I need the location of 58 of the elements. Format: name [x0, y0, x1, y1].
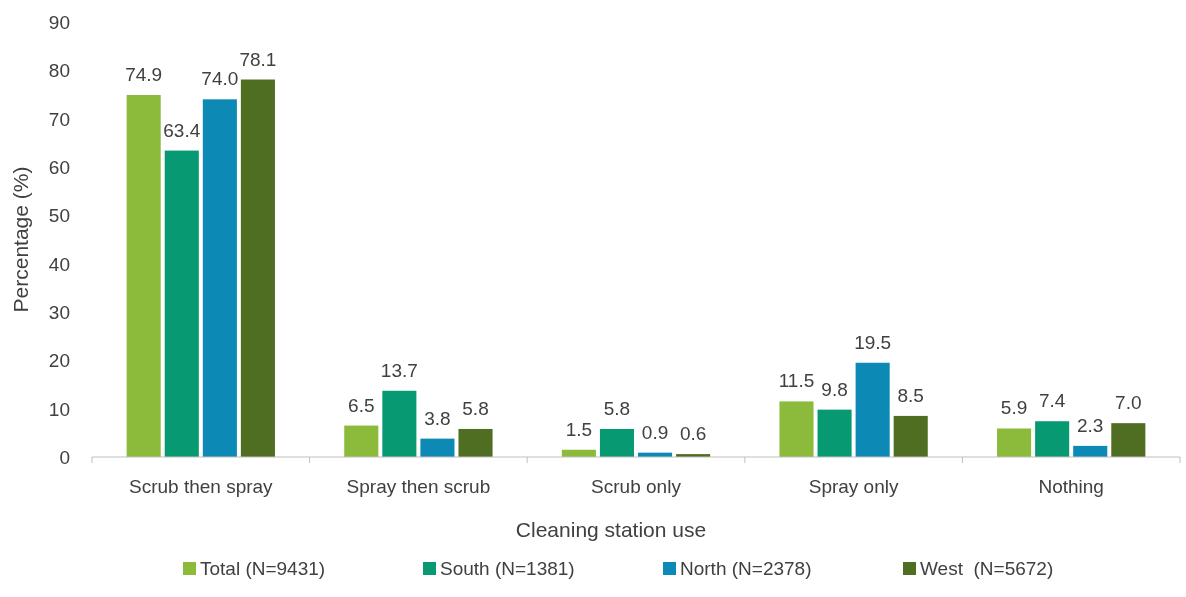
legend-label: West (N=5672) [920, 558, 1054, 579]
data-label: 5.8 [603, 397, 631, 419]
data-label: 5.9 [1000, 397, 1028, 419]
data-label: 7.4 [1038, 390, 1066, 412]
data-label: 8.5 [897, 384, 924, 406]
bar [458, 428, 493, 457]
data-label: 13.7 [380, 359, 418, 381]
bar [1035, 421, 1070, 457]
data-label: 6.5 [348, 394, 375, 416]
y-tick-label: 50 [48, 205, 70, 227]
y-tick-label: 60 [48, 157, 70, 178]
y-tick-label: 30 [48, 302, 70, 323]
y-tick-label: 10 [48, 398, 70, 420]
y-tick-label: 20 [48, 350, 70, 372]
x-axis-title: Cleaning station use [515, 518, 707, 541]
y-tick-label: 90 [48, 12, 70, 33]
data-label: 2.3 [1077, 414, 1104, 436]
y-tick-label: 0 [59, 447, 70, 468]
legend-label: North (N=2378) [680, 558, 812, 579]
x-tick-label: Scrub only [591, 476, 682, 497]
data-label: 9.8 [821, 378, 848, 400]
y-tick-label: 40 [48, 253, 70, 275]
data-label: 11.5 [778, 370, 815, 392]
data-label: 74.9 [125, 63, 163, 85]
bar [164, 150, 199, 457]
x-tick-label: Nothing [1038, 476, 1104, 497]
legend-label: South (N=1381) [440, 558, 575, 579]
data-label: 1.5 [565, 418, 593, 440]
bar [126, 94, 161, 457]
y-tick-label: 70 [48, 108, 70, 130]
data-label: 5.8 [462, 397, 489, 419]
y-tick-label: 80 [48, 60, 70, 82]
data-label: 3.8 [424, 407, 451, 429]
bar [855, 362, 890, 457]
x-tick-label: Scrub then spray [128, 476, 274, 497]
bar [202, 99, 237, 457]
legend-label: Total (N=9431) [200, 558, 326, 579]
bar [420, 438, 455, 457]
y-axis-title: Percentage (%) [9, 166, 32, 313]
bar [1111, 423, 1146, 457]
data-label: 19.5 [854, 331, 892, 353]
bar [240, 79, 275, 457]
data-label: 7.0 [1115, 392, 1142, 414]
bar [997, 428, 1032, 457]
bar [382, 390, 417, 457]
data-label: 78.1 [239, 48, 277, 70]
bar [779, 401, 814, 457]
bar [344, 425, 379, 457]
bar [893, 415, 928, 457]
bar [599, 428, 634, 457]
bar [1073, 445, 1108, 457]
x-tick-label: Spray then scrub [346, 476, 491, 497]
x-tick-label: Spray only [808, 476, 899, 497]
data-label: 0.9 [641, 421, 669, 443]
data-label: 63.4 [163, 119, 201, 141]
data-label: 74.0 [201, 68, 239, 90]
bar [817, 409, 852, 457]
data-label: 0.6 [679, 423, 707, 445]
